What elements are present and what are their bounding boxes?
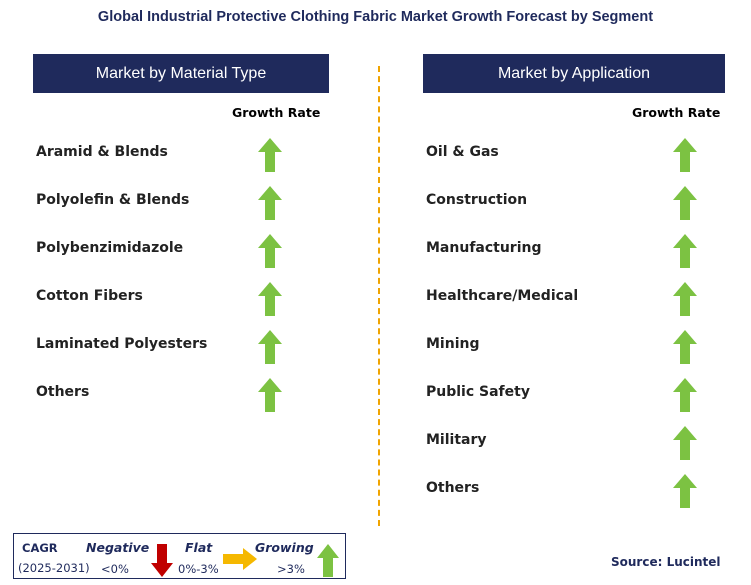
legend-negative-label: Negative <box>86 540 150 555</box>
source-note: Source: Lucintel <box>611 555 721 569</box>
legend-flat-range: 0%-3% <box>178 562 219 576</box>
green-up-arrow-icon <box>673 330 697 364</box>
green-up-arrow-icon <box>673 426 697 460</box>
application-item-label: Military <box>426 432 487 448</box>
green-up-arrow-icon <box>673 138 697 172</box>
material-type-header: Market by Material Type <box>33 54 329 93</box>
green-up-arrow-icon <box>673 234 697 268</box>
application-item-label: Public Safety <box>426 384 530 400</box>
cagr-legend: CAGR (2025-2031) Negative <0% Flat 0%-3%… <box>13 533 346 579</box>
application-item-label: Manufacturing <box>426 240 542 256</box>
application-item-label: Mining <box>426 336 480 352</box>
column-divider <box>378 66 380 526</box>
green-up-arrow-icon <box>317 544 339 577</box>
green-up-arrow-icon <box>673 282 697 316</box>
green-up-arrow-icon <box>673 474 697 508</box>
application-item-label: Healthcare/Medical <box>426 288 579 304</box>
material-item-label: Laminated Polyesters <box>36 336 208 352</box>
yellow-right-arrow-icon <box>223 548 257 570</box>
legend-negative-range: <0% <box>101 562 129 576</box>
application-header: Market by Application <box>423 54 725 93</box>
green-up-arrow-icon <box>258 138 282 172</box>
green-up-arrow-icon <box>673 186 697 220</box>
green-up-arrow-icon <box>258 282 282 316</box>
material-growth-rate-label: Growth Rate <box>232 105 321 120</box>
application-growth-rate-label: Growth Rate <box>632 105 721 120</box>
application-item-label: Construction <box>426 192 528 208</box>
green-up-arrow-icon <box>258 186 282 220</box>
chart-title: Global Industrial Protective Clothing Fa… <box>97 9 654 25</box>
material-item-label: Others <box>36 384 90 400</box>
legend-period: (2025-2031) <box>18 561 90 575</box>
green-up-arrow-icon <box>258 378 282 412</box>
legend-cagr: CAGR <box>22 541 58 555</box>
legend-growing-label: Growing <box>255 540 314 555</box>
red-down-arrow-icon <box>151 544 173 577</box>
application-item-label: Oil & Gas <box>426 144 499 160</box>
green-up-arrow-icon <box>258 234 282 268</box>
material-item-label: Cotton Fibers <box>36 288 143 304</box>
application-item-label: Others <box>426 480 480 496</box>
material-item-label: Aramid & Blends <box>36 144 168 160</box>
legend-growing-range: >3% <box>277 562 305 576</box>
green-up-arrow-icon <box>258 330 282 364</box>
material-item-label: Polyolefin & Blends <box>36 192 190 208</box>
green-up-arrow-icon <box>673 378 697 412</box>
material-item-label: Polybenzimidazole <box>36 240 184 256</box>
legend-flat-label: Flat <box>185 540 213 555</box>
